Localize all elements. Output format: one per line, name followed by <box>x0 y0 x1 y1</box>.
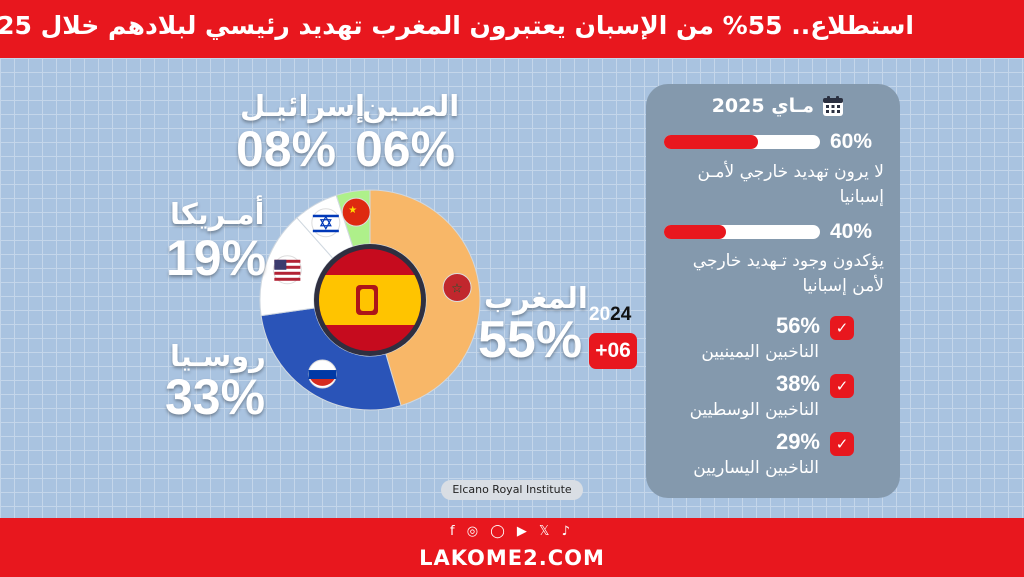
bar-pct-2: 40% <box>830 220 873 243</box>
pct-china: 06% <box>355 121 456 177</box>
comparison-year: 2024 <box>589 304 632 325</box>
label-china: الصـين <box>362 89 460 123</box>
header-bar: استطلاع.. 55% من الإسبان يعتبرون المغرب … <box>0 0 1024 58</box>
pct-israel: 08% <box>236 121 337 177</box>
pct-morocco: 55% <box>478 311 583 369</box>
label-morocco: المغرب <box>484 281 588 315</box>
israel-flag-icon <box>311 208 341 238</box>
svg-text:☆: ☆ <box>451 281 463 296</box>
site-name[interactable]: LAKOME2.COM <box>419 546 605 570</box>
china-flag-icon: ★ <box>341 197 371 227</box>
pct-usa: 19% <box>166 230 267 286</box>
bar-track-2 <box>664 225 820 239</box>
label-israel: إسرائيـل <box>240 89 365 123</box>
label-russia: روسـيا <box>170 339 266 373</box>
survey-date: مـاي 2025 <box>711 95 814 117</box>
bar-fill-1 <box>664 135 758 149</box>
voter-label-right: الناخبين اليمينيين <box>701 342 819 362</box>
voter-label-left: الناخبين اليساريين <box>693 458 819 478</box>
voter-icon-center: ✓ <box>830 374 854 398</box>
bar-pct-1: 60% <box>830 130 873 153</box>
voter-pct-right: 56% <box>775 313 820 338</box>
bar-text-1: لا يرون تهديد خارجي لأمـن إسبانيا <box>697 162 884 207</box>
usa-flag-icon <box>272 255 302 285</box>
voter-pct-center: 38% <box>775 371 820 396</box>
calendar-icon <box>823 96 843 116</box>
bar-fill-2 <box>664 225 727 239</box>
bar-text-2: يؤكدون وجود تـهديد خارجي لأمن إسبانيا <box>692 251 884 296</box>
spain-flag-center <box>314 244 426 356</box>
survey-panel: مـاي 2025 <box>646 84 900 498</box>
bar-track-1 <box>664 135 820 149</box>
voter-label-center: الناخبين الوسطيين <box>689 400 819 420</box>
page-title: استطلاع.. 55% من الإسبان يعتبرون المغرب … <box>0 11 914 40</box>
russia-flag-icon <box>307 359 337 389</box>
svg-text:★: ★ <box>348 205 357 216</box>
footer-bar: f ◎ ◯ ▶ 𝕏 ♪ LAKOME2.COM <box>0 518 1024 577</box>
label-usa: أمـريكا <box>170 197 265 231</box>
morocco-flag-icon: ☆ <box>442 272 472 302</box>
voter-icon-right: ✓ <box>830 316 854 340</box>
source-badge: Elcano Royal Institute <box>441 480 583 500</box>
voter-pct-left: 29% <box>775 429 820 454</box>
voter-icon-left: ✓ <box>830 432 854 456</box>
morocco-change-badge: +06 <box>589 333 637 369</box>
pct-russia: 33% <box>165 369 266 425</box>
source-text: Elcano Royal Institute <box>452 483 572 496</box>
social-icons[interactable]: f ◎ ◯ ▶ 𝕏 ♪ <box>450 524 574 539</box>
